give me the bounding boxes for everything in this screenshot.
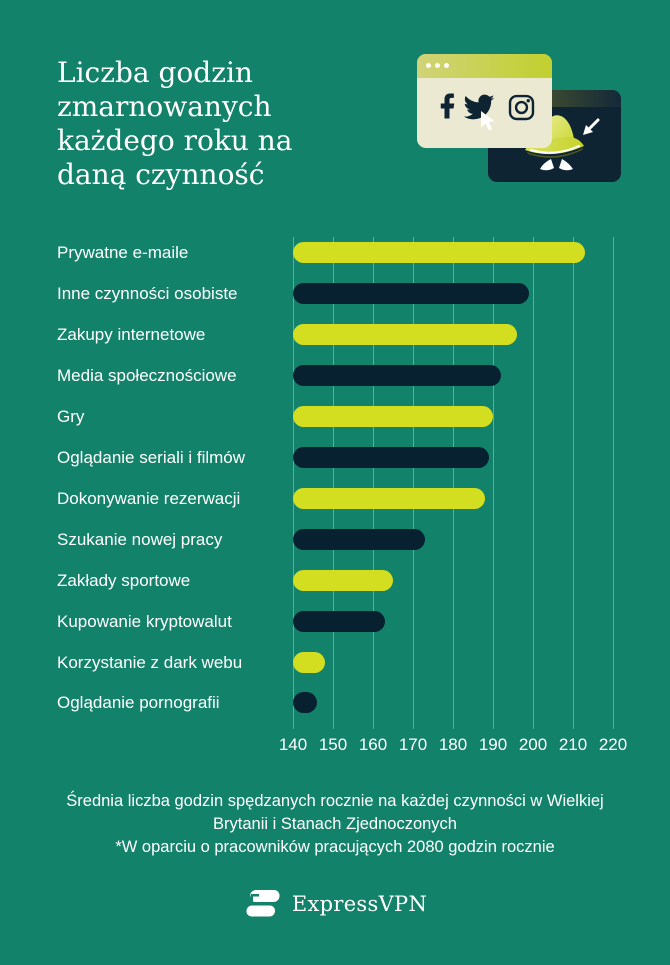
chart-row: Oglądanie pornografii: [0, 692, 670, 714]
chart-row: Kupowanie kryptowalut: [0, 611, 670, 633]
chart-row: Dokonywanie rezerwacji: [0, 488, 670, 510]
gridline: [292, 237, 294, 729]
chart-row: Prywatne e-maile: [0, 242, 670, 264]
gridline: [612, 237, 614, 729]
chart-row: Gry: [0, 406, 670, 428]
arrow-cursor-icon: [583, 118, 600, 135]
titlebar-dot: [444, 63, 449, 68]
bar-navy: [293, 447, 489, 468]
x-axis-tick-label: 210: [558, 735, 588, 754]
chart-row: Zakłady sportowe: [0, 570, 670, 592]
x-axis-tick-label: 140: [278, 735, 308, 754]
category-label: Szukanie nowej pracy: [57, 530, 223, 549]
twitter-icon: [463, 94, 495, 120]
bar-navy: [293, 692, 317, 713]
gridline: [372, 237, 374, 729]
chart-row: Zakupy internetowe: [0, 324, 670, 346]
x-axis-tick-label: 220: [598, 735, 628, 754]
bar-navy: [293, 529, 425, 550]
x-axis-tick-label: 150: [318, 735, 348, 754]
chart-row: Korzystanie z dark webu: [0, 652, 670, 674]
category-label: Gry: [57, 407, 85, 426]
category-label: Zakupy internetowe: [57, 325, 206, 344]
bar-navy: [293, 365, 501, 386]
expressvpn-logo-text: ExpressVPN: [291, 892, 428, 916]
bar-navy: [293, 611, 385, 632]
x-axis-tick-label: 200: [518, 735, 548, 754]
bar-lime: [293, 242, 585, 263]
gridline: [532, 237, 534, 729]
page-title: Liczba godzin zmarnowanych każdego roku …: [57, 56, 293, 191]
category-label: Zakłady sportowe: [57, 571, 191, 590]
asterisk-note: *W oparciu o pracowników pracujących 208…: [115, 838, 555, 856]
bar-lime: [293, 406, 493, 427]
spy-eyes-icon: [540, 159, 573, 171]
chart-row: Szukanie nowej pracy: [0, 529, 670, 551]
gridline: [412, 237, 414, 729]
facebook-icon: [440, 93, 455, 119]
category-label: Dokonywanie rezerwacji: [57, 489, 241, 508]
titlebar-dot: [435, 63, 440, 68]
chart-row: Oglądanie seriali i filmów: [0, 447, 670, 469]
category-label: Korzystanie z dark webu: [57, 653, 243, 672]
expressvpn-logo: ExpressVPN: [0, 884, 670, 924]
gridline: [332, 237, 334, 729]
x-axis-tick-label: 190: [478, 735, 508, 754]
category-label: Kupowanie kryptowalut: [57, 612, 232, 631]
bar-navy: [293, 283, 529, 304]
category-label: Oglądanie pornografii: [57, 693, 220, 712]
titlebar-dot: [426, 63, 431, 68]
x-axis-tick-label: 180: [438, 735, 468, 754]
pointer-cursor-icon: [481, 111, 495, 131]
browser-titlebar: [417, 54, 552, 78]
x-axis-tick-label: 160: [358, 735, 388, 754]
bar-lime: [293, 652, 325, 673]
chart-row: Inne czynności osobiste: [0, 283, 670, 305]
category-label: Prywatne e-maile: [57, 243, 189, 262]
gridline: [492, 237, 494, 729]
category-label: Media społecznościowe: [57, 366, 237, 385]
bar-lime: [293, 488, 485, 509]
source-note: Średnia liczba godzin spędzanych rocznie…: [66, 792, 604, 833]
category-label: Inne czynności osobiste: [57, 284, 238, 303]
bar-lime: [293, 324, 517, 345]
category-label: Oglądanie seriali i filmów: [57, 448, 246, 467]
x-axis-tick-label: 170: [398, 735, 428, 754]
browser-window-illustration: [417, 54, 552, 148]
chart-row: Media społecznościowe: [0, 365, 670, 387]
bar-lime: [293, 570, 393, 591]
expressvpn-logo-icon: [246, 890, 280, 917]
gridline: [452, 237, 454, 729]
instagram-icon: [508, 94, 535, 121]
gridline: [572, 237, 574, 729]
